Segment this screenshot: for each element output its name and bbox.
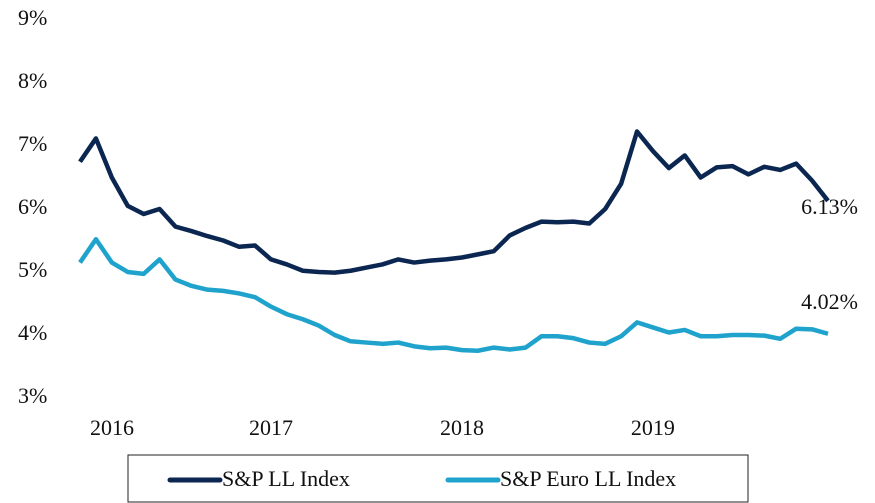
end-label: 4.02%	[801, 289, 858, 314]
y-tick-label: 3%	[18, 383, 47, 408]
x-tick-label: 2018	[440, 415, 484, 440]
legend-label: S&P LL Index	[222, 466, 350, 491]
y-tick-label: 4%	[18, 320, 47, 345]
line-series	[78, 129, 830, 275]
y-tick-label: 5%	[18, 257, 47, 282]
x-tick-label: 2017	[249, 415, 293, 440]
x-tick-label: 2016	[90, 415, 134, 440]
y-tick-label: 8%	[18, 68, 47, 93]
x-tick-label: 2019	[631, 415, 675, 440]
y-tick-label: 9%	[18, 5, 47, 30]
legend-box	[127, 454, 749, 503]
y-tick-label: 6%	[18, 194, 47, 219]
end-label: 6.13%	[801, 194, 858, 219]
legend-label: S&P Euro LL Index	[500, 466, 676, 491]
line-series	[78, 236, 829, 353]
y-tick-label: 7%	[18, 131, 47, 156]
